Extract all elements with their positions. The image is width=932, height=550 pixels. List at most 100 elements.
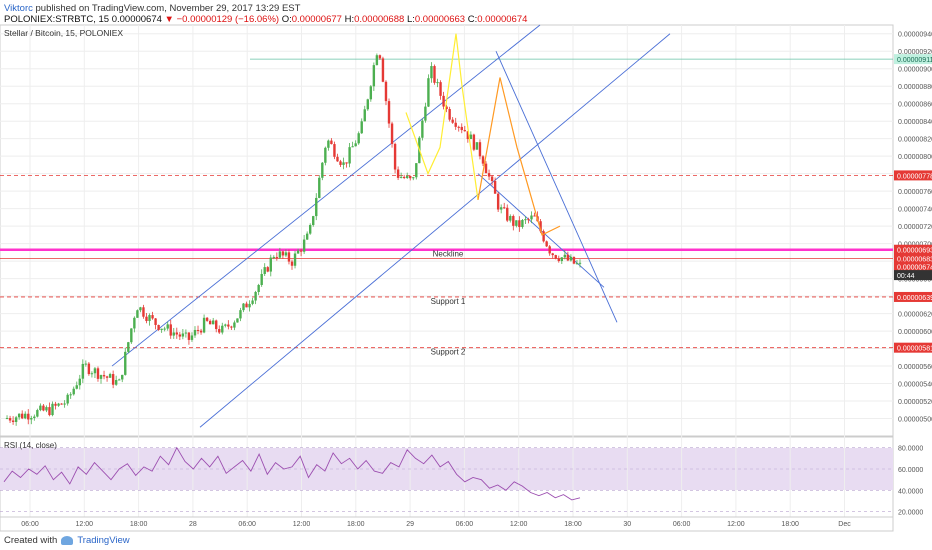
candle-body <box>518 220 521 228</box>
candle-body <box>487 173 491 177</box>
candle-body <box>415 163 418 178</box>
candle-body <box>569 256 573 261</box>
candle-body <box>166 324 169 329</box>
high-label: H: <box>344 14 355 25</box>
candle-body <box>196 329 200 331</box>
y-tick-label: 0.00000720 <box>898 224 932 231</box>
candle-body <box>208 320 212 325</box>
y-tick-label: 0.00000560 <box>898 364 932 371</box>
candle-body <box>90 373 94 375</box>
candle-body <box>506 207 509 221</box>
price-tag-label: 0.00000683 <box>897 256 932 263</box>
candle-body <box>445 106 448 110</box>
candle-body <box>330 140 333 145</box>
candle-body <box>375 55 379 66</box>
candle-body <box>33 416 36 419</box>
candle-body <box>366 99 369 110</box>
price-tag-box <box>894 261 932 272</box>
x-tick-label: 18:00 <box>781 521 799 528</box>
candle-body <box>281 251 285 256</box>
candle-body <box>284 252 288 256</box>
candle-body <box>490 176 494 182</box>
x-tick-label: 12:00 <box>76 521 94 528</box>
x-tick-label: 29 <box>406 521 414 528</box>
candle-body <box>221 325 224 333</box>
candle-body <box>260 273 263 285</box>
low-label: L: <box>406 14 415 25</box>
publish-text: published on TradingView.com, November 2… <box>32 3 301 14</box>
candle-body <box>39 405 42 411</box>
annotation-label: Support 2 <box>431 348 466 357</box>
created-with: Created with <box>4 535 58 546</box>
author-link[interactable]: Viktorc <box>4 3 33 14</box>
y-tick-label: 0.00000540 <box>898 382 932 389</box>
rsi-tick-label: 60.0000 <box>898 467 923 474</box>
candle-body <box>257 284 260 293</box>
x-axis: 06:00 12:00 18:00 28 06:00 12:00 18:00 29 06:00 1… <box>0 516 894 532</box>
candle-body <box>124 351 127 375</box>
price-tag-box <box>894 170 932 181</box>
candle-body <box>302 239 306 252</box>
candle-body <box>275 256 279 258</box>
rsi-tick-label: 40.0000 <box>898 488 923 495</box>
price-tag-box <box>894 253 932 264</box>
candle-body <box>181 333 185 337</box>
candle-body <box>342 162 345 165</box>
x-tick-label: 28 <box>189 521 197 528</box>
candle-body <box>121 374 124 380</box>
x-tick-label: 06:00 <box>456 521 474 528</box>
candle-body <box>427 78 430 107</box>
candle-body <box>136 310 139 318</box>
tradingview-link[interactable]: TradingView <box>77 535 130 546</box>
candle-body <box>339 161 342 165</box>
rsi-tick-label: 80.0000 <box>898 446 923 453</box>
candle-body <box>8 418 12 421</box>
price-tag-label: 0.00000911 <box>897 57 932 64</box>
candle-body <box>30 418 33 420</box>
candle-body <box>305 233 309 240</box>
candle-body <box>575 263 579 265</box>
candle-body <box>172 332 175 336</box>
y-tick-label: 0.00000600 <box>898 329 932 336</box>
candle-body <box>521 220 524 228</box>
x-tick-label: 12:00 <box>293 521 311 528</box>
y-tick-label: 0.00000840 <box>898 119 932 126</box>
candle-body <box>563 254 567 258</box>
candle-body <box>566 254 570 261</box>
candle-body <box>14 417 18 422</box>
candle-body <box>412 177 415 179</box>
candle-body <box>5 418 9 420</box>
annotation-label: Support 1 <box>431 297 466 306</box>
candle-body <box>248 303 251 308</box>
candle-body <box>230 326 233 328</box>
candle-body <box>75 385 78 389</box>
candle-body <box>36 410 39 417</box>
candle-body <box>96 368 100 379</box>
candle-body <box>215 320 218 330</box>
candle-body <box>433 66 436 83</box>
candle-body <box>454 122 457 127</box>
channel-upper <box>111 24 541 367</box>
candle-body <box>554 255 557 259</box>
tradingview-logo-icon <box>61 536 74 545</box>
candle-body <box>421 120 424 138</box>
candle-body <box>493 181 497 194</box>
candle-body <box>108 374 112 378</box>
candle-body <box>211 320 215 325</box>
candle-body <box>48 407 51 416</box>
down-arrow-icon: ▼ <box>164 14 174 25</box>
y-tick-label: 0.00000760 <box>898 189 932 196</box>
candle-body <box>130 328 133 343</box>
candle-body <box>27 413 30 420</box>
y-tick-label: 0.00000620 <box>898 312 932 319</box>
y-tick-label: 0.00000800 <box>898 154 932 161</box>
candle-body <box>151 315 154 319</box>
candle-body <box>133 317 136 329</box>
candle-body <box>439 82 442 96</box>
x-tick-label: 06:00 <box>238 521 256 528</box>
publish-info: Viktorc published on TradingView.com, No… <box>4 3 300 14</box>
candle-body <box>175 332 178 335</box>
x-axis-bar <box>0 516 894 532</box>
candle-body <box>57 403 60 406</box>
